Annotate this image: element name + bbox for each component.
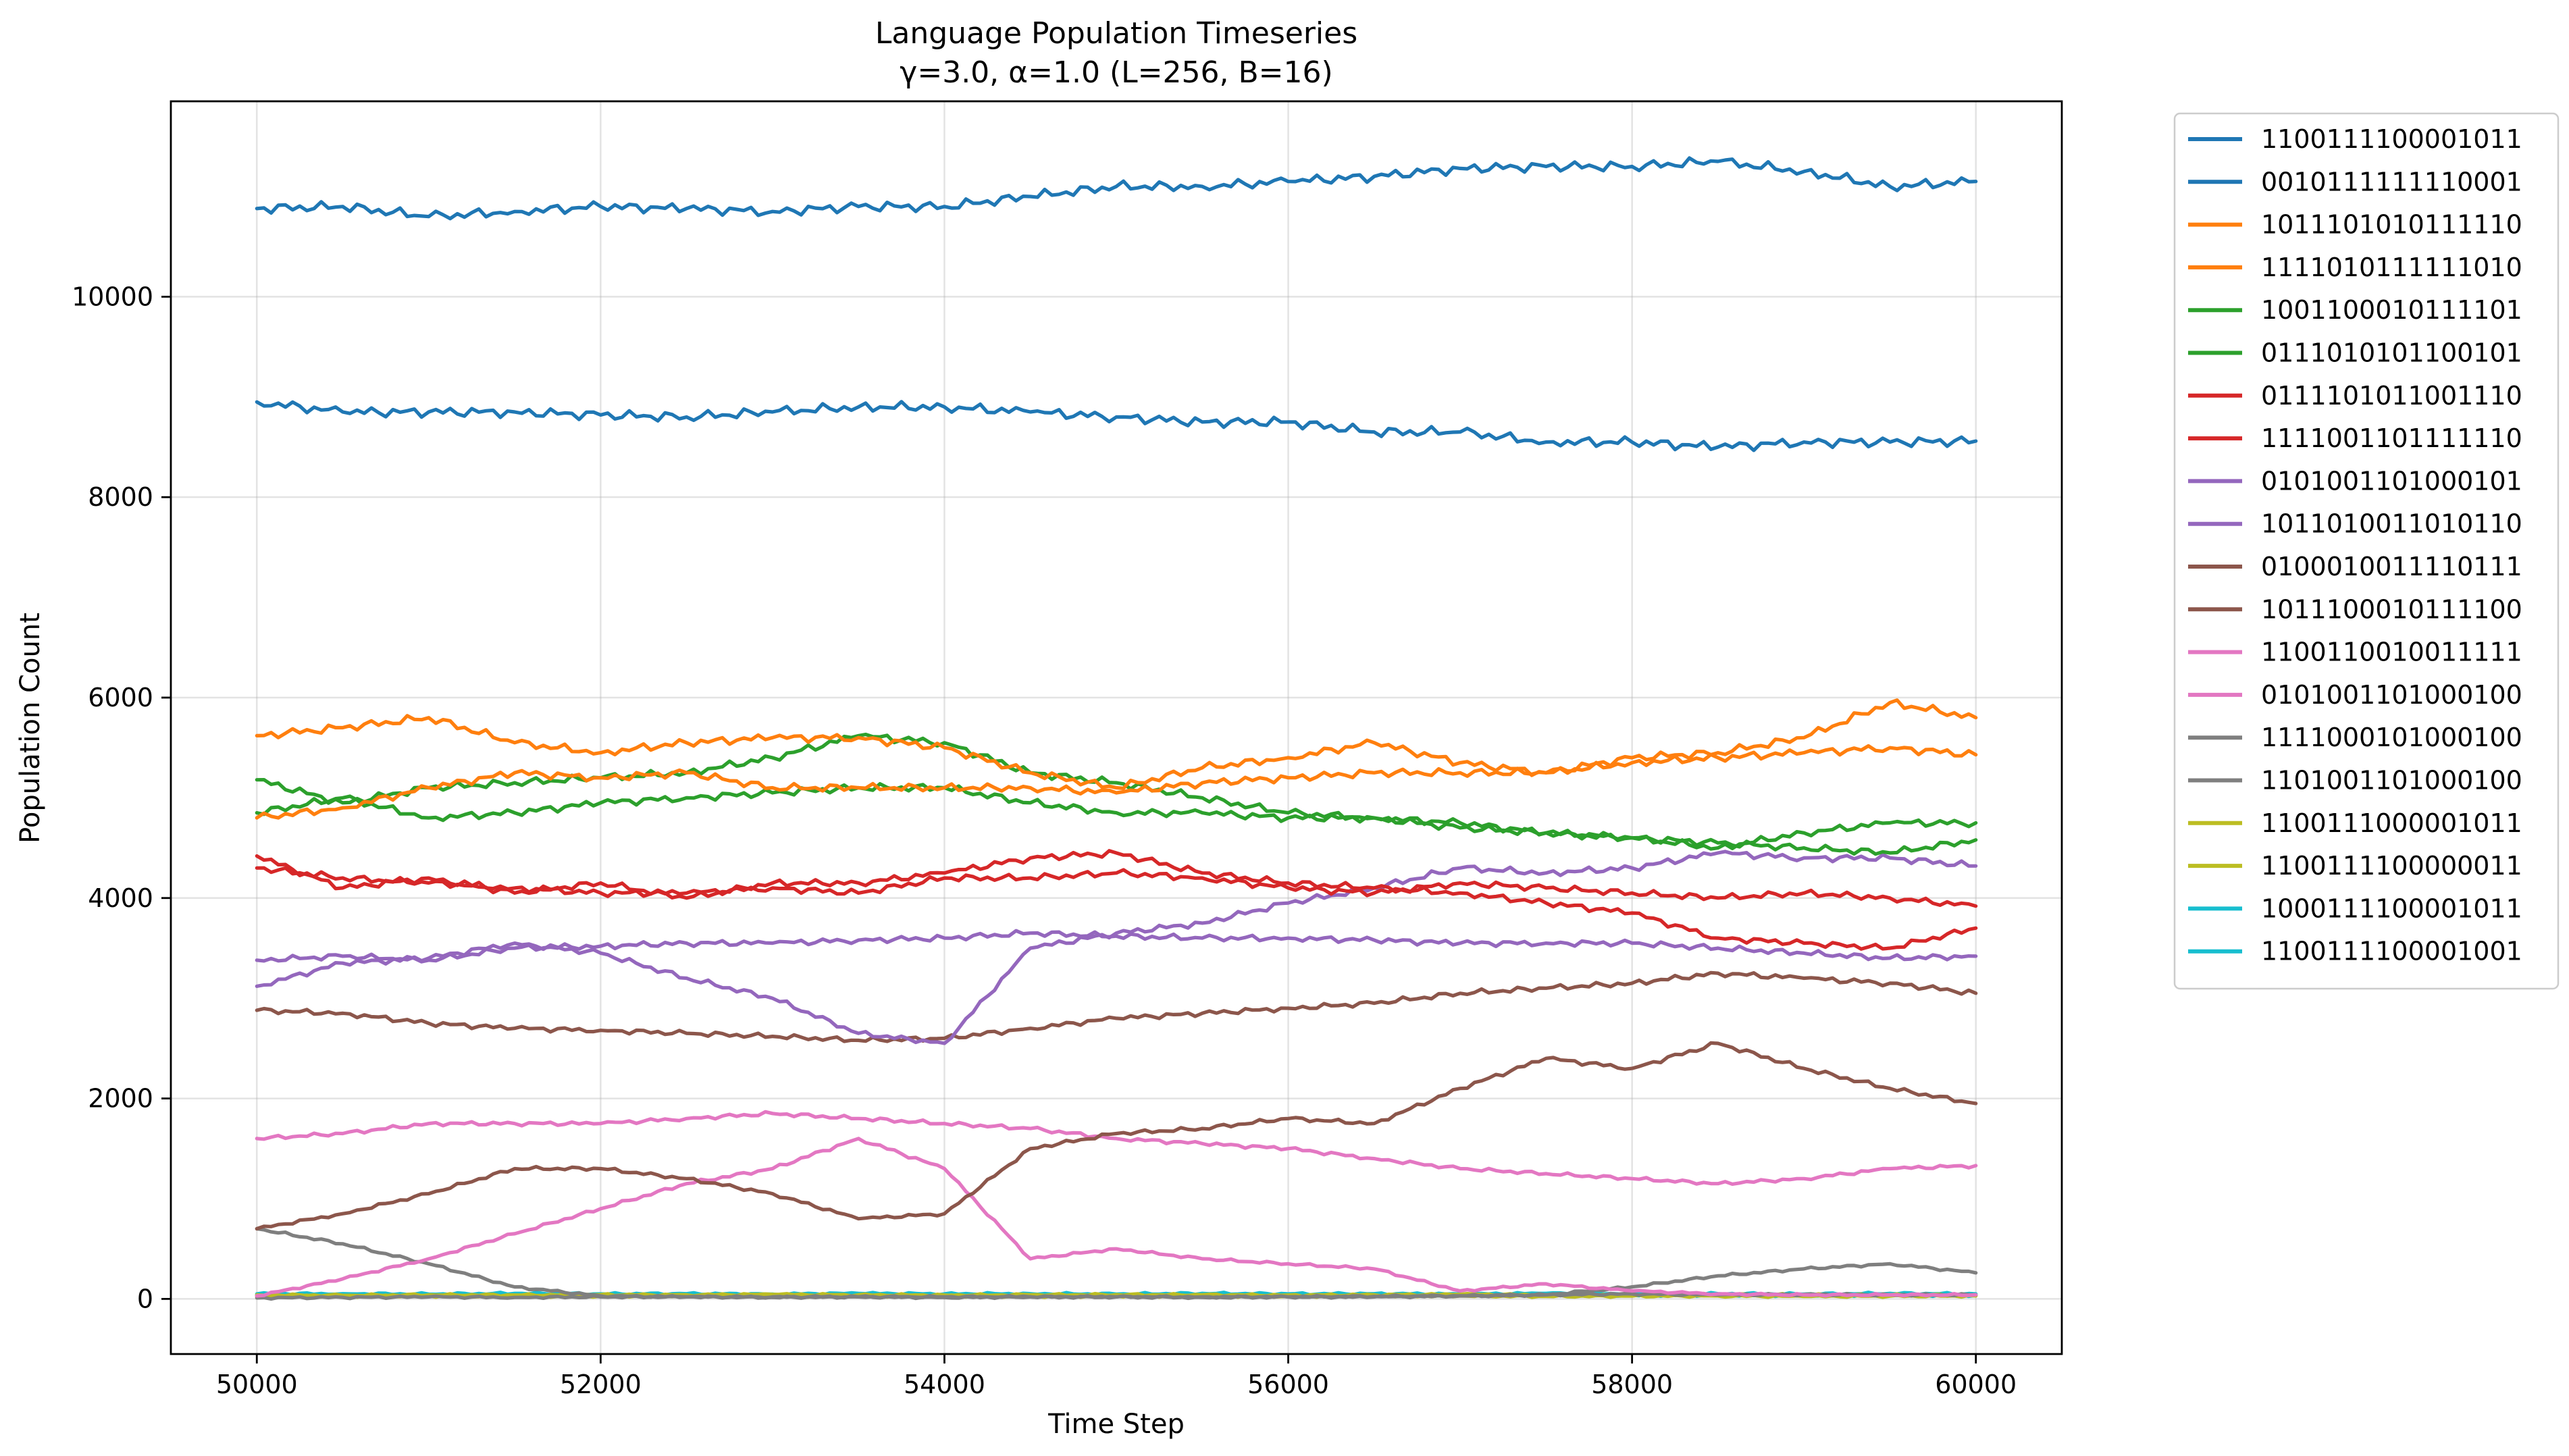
y-axis: 0 2000 4000 6000 8000 10000 bbox=[72, 282, 171, 1314]
legend-label: 0101001101000101 bbox=[2261, 466, 2522, 496]
series-line bbox=[255, 732, 1978, 856]
legend-box bbox=[2173, 112, 2560, 990]
legend-label: 0111010101100101 bbox=[2261, 338, 2522, 368]
series-line bbox=[255, 744, 1978, 820]
grid bbox=[171, 101, 2062, 1354]
x-tick-label: 54000 bbox=[904, 1370, 985, 1399]
legend-label: 0100010011110111 bbox=[2261, 552, 2522, 581]
series-layer bbox=[255, 156, 1978, 1301]
y-tick-label: 10000 bbox=[72, 282, 153, 311]
legend-label: 1011101010111110 bbox=[2261, 210, 2522, 240]
legend-label: 1100111100000011 bbox=[2261, 851, 2522, 881]
legend-label: 0010111111110001 bbox=[2261, 167, 2522, 197]
series-line bbox=[255, 1226, 1978, 1300]
legend-label: 1101001101000100 bbox=[2261, 766, 2522, 796]
chart-title: Language Population Timeseries bbox=[875, 16, 1357, 51]
legend-label: 1100110010011111 bbox=[2261, 638, 2522, 667]
series-line bbox=[255, 698, 1978, 790]
y-tick-label: 4000 bbox=[88, 883, 153, 913]
x-axis: 50000 52000 54000 56000 58000 60000 bbox=[216, 1354, 2017, 1399]
legend-label: 1111010111111010 bbox=[2261, 253, 2522, 282]
x-axis-label: Time Step bbox=[1047, 1409, 1185, 1440]
series-line bbox=[255, 850, 1978, 1045]
legend-label: 1111001101111110 bbox=[2261, 423, 2522, 453]
legend-label: 1100111000001011 bbox=[2261, 808, 2522, 838]
legend-label: 1111000101000100 bbox=[2261, 723, 2522, 752]
legend-label: 0101001101000100 bbox=[2261, 680, 2522, 710]
legend: 1100111100001011 0010111111110001 10111010… bbox=[2173, 112, 2560, 990]
legend-label: 1001100010111101 bbox=[2261, 295, 2522, 325]
y-axis-label: Population Count bbox=[15, 613, 46, 843]
x-tick-label: 56000 bbox=[1247, 1370, 1329, 1399]
x-tick-label: 52000 bbox=[560, 1370, 642, 1399]
series-line bbox=[255, 1041, 1978, 1231]
y-tick-label: 8000 bbox=[88, 482, 153, 512]
series-line bbox=[255, 782, 1978, 851]
series-line bbox=[255, 866, 1978, 908]
series-line bbox=[255, 1137, 1978, 1298]
legend-label: 1011100010111100 bbox=[2261, 594, 2522, 624]
legend-label: 1100111100001001 bbox=[2261, 937, 2522, 966]
series-line bbox=[255, 156, 1978, 221]
legend-label: 1011010011010110 bbox=[2261, 509, 2522, 539]
x-tick-label: 60000 bbox=[1935, 1370, 2017, 1399]
series-line bbox=[255, 1110, 1978, 1186]
chart-subtitle: γ=3.0, α=1.0 (L=256, B=16) bbox=[900, 55, 1332, 90]
x-tick-label: 50000 bbox=[216, 1370, 298, 1399]
plot-frame bbox=[170, 100, 2063, 1355]
series-line bbox=[255, 400, 1978, 452]
series-line bbox=[255, 970, 1978, 1043]
legend-label: 1000111100001011 bbox=[2261, 893, 2522, 923]
legend-label: 0111101011001110 bbox=[2261, 381, 2522, 411]
y-tick-label: 6000 bbox=[88, 683, 153, 712]
legend-label: 1100111100001011 bbox=[2261, 124, 2522, 154]
y-tick-label: 0 bbox=[137, 1284, 153, 1314]
x-tick-label: 58000 bbox=[1591, 1370, 1673, 1399]
y-tick-label: 2000 bbox=[88, 1084, 153, 1114]
series-line bbox=[255, 849, 1978, 951]
